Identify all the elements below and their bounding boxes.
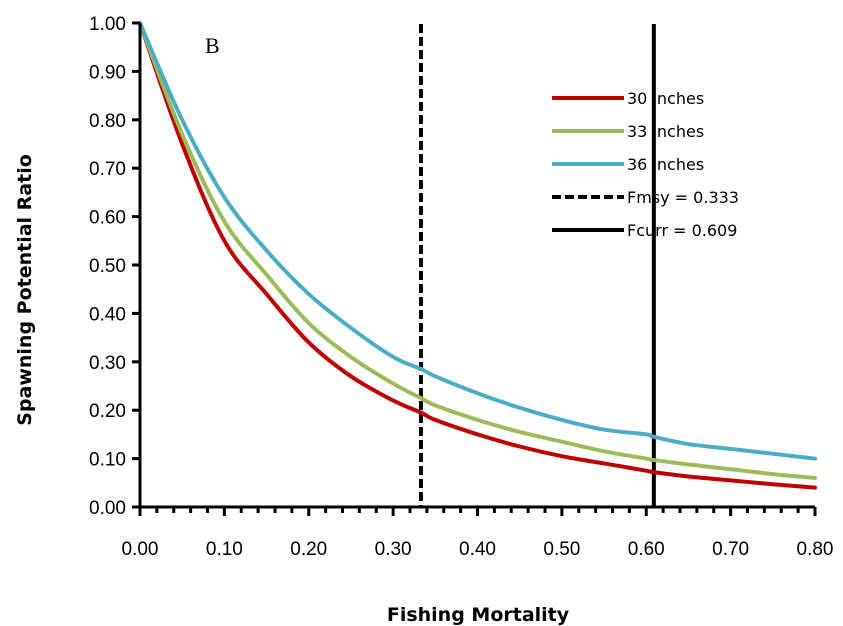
y-tick-label: 0.10 [89,450,126,471]
series-line-0 [138,21,817,490]
legend-label-3: Fmsy = 0.333 [627,188,739,207]
x-tick-label: 0.00 [122,539,159,560]
x-tick-label: 0.80 [797,539,834,560]
y-tick-label: 0.70 [89,159,126,180]
legend-label-1: 33 inches [627,122,704,141]
legend: 30 inches 33 inches 36 inches Fmsy = 0.333 F… [552,89,739,240]
series-line-1 [138,21,817,480]
x-tick-label: 0.20 [290,539,327,560]
x-tick-label: 0.50 [543,539,580,560]
x-tick-label: 0.30 [375,539,412,560]
x-tick-label: 0.60 [628,539,665,560]
series-line-2 [138,21,817,461]
y-tick-label: 0.00 [89,498,126,519]
y-tick-label: 0.40 [89,304,126,325]
y-axis-title: Spawning Potential Ratio [14,154,36,426]
legend-label-2: 36 inches [627,155,704,174]
y-tick-label: 1.00 [89,14,126,35]
x-axis-title: Fishing Mortality [387,604,570,626]
legend-label-4: Fcurr = 0.609 [627,221,737,240]
y-tick-label: 0.60 [89,208,126,229]
x-tick-label: 0.10 [206,539,243,560]
x-tick-label: 0.70 [712,539,749,560]
y-tick-label: 0.30 [89,353,126,374]
y-tick-label: 0.50 [89,256,126,277]
axes [132,21,817,516]
legend-label-0: 30 inches [627,89,704,108]
y-tick-label: 0.80 [89,111,126,132]
y-tick-label: 0.90 [89,62,126,83]
y-tick-label: 0.20 [89,401,126,422]
series-lines [138,21,817,490]
x-tick-label: 0.40 [459,539,496,560]
panel-label: B [205,33,220,58]
reference-lines [418,24,656,507]
tick-labels: 0.00 0.10 0.20 0.30 0.40 0.50 0.60 0.70 0.80 0.90… [89,14,833,560]
